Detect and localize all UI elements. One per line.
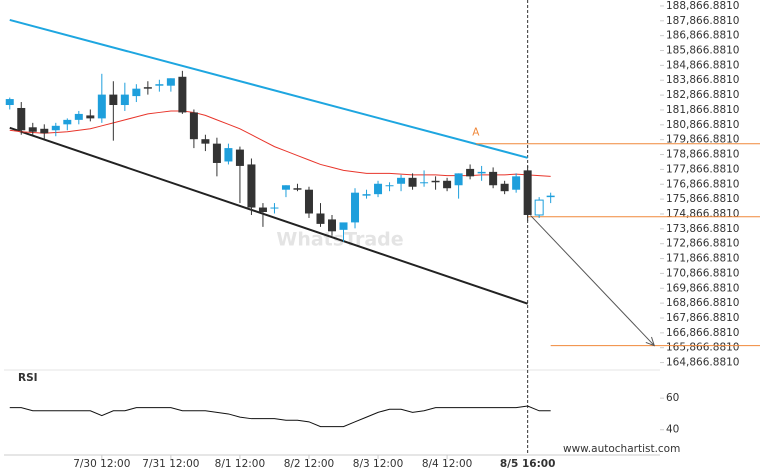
candle-body: [132, 88, 141, 97]
y-tick-label: 167,866.8810: [666, 312, 739, 324]
candle-body: [235, 149, 244, 166]
x-tick-label: 8/1 12:00: [215, 458, 266, 470]
rsi-line: [9, 405, 551, 428]
y-tick-label: 183,866.8810: [666, 74, 739, 86]
candle-body: [374, 183, 383, 195]
candle-body: [362, 194, 371, 196]
candle-body: [166, 78, 175, 86]
candle-body: [51, 125, 60, 131]
rsi-tick-label: 40: [666, 424, 679, 436]
y-tick-label: 181,866.8810: [666, 104, 739, 116]
candle-body: [385, 185, 394, 187]
y-tick-label: 180,866.8810: [666, 119, 739, 131]
candle-body: [201, 139, 210, 144]
y-tick-label: 178,866.8810: [666, 149, 739, 161]
candle-body: [86, 115, 95, 119]
candle-body: [155, 84, 164, 86]
candle-body: [420, 182, 429, 184]
candle-body: [304, 189, 313, 214]
x-tick-label: 8/3 12:00: [353, 458, 404, 470]
lower-trend-line: [9, 126, 528, 305]
candle-body: [477, 171, 486, 174]
x-tick-label: 8/4 12:00: [422, 458, 473, 470]
y-tick-label: 188,866.8810: [666, 0, 739, 12]
forecast-arrow: [530, 215, 655, 346]
candle-body: [431, 180, 440, 183]
candle-body: [109, 94, 118, 106]
y-tick-label: 174,866.8810: [666, 208, 739, 220]
candle-body: [120, 94, 129, 106]
y-tick-label: 170,866.8810: [666, 267, 739, 279]
x-tick-label: 8/5 16:00: [500, 458, 556, 470]
y-tick-label: 169,866.8810: [666, 282, 739, 294]
candle-body: [512, 176, 521, 190]
candle-body: [28, 127, 37, 132]
candle-body: [97, 94, 106, 119]
y-tick-label: 176,866.8810: [666, 178, 739, 190]
y-tick-label: 179,866.8810: [666, 134, 739, 146]
moving-average: [9, 110, 551, 177]
candle-body: [270, 207, 279, 209]
candle-body: [224, 148, 233, 162]
candle-body: [397, 177, 406, 184]
y-tick-label: 177,866.8810: [666, 163, 739, 175]
candle-body: [489, 171, 498, 186]
candle-body: [328, 219, 336, 232]
y-tick-label: 171,866.8810: [666, 253, 739, 265]
rsi-label: RSI: [18, 372, 38, 384]
source: www.autochartist.com: [563, 443, 680, 455]
candle-body: [500, 183, 509, 192]
upper-trend-line: [9, 18, 528, 159]
candle-body: [74, 113, 83, 120]
candle-body: [178, 76, 187, 113]
y-tick-label: 165,866.8810: [666, 342, 739, 354]
candle-body: [351, 192, 360, 223]
y-tick-label: 186,866.8810: [666, 30, 739, 42]
candle-body: [293, 188, 302, 190]
candle-body: [17, 107, 26, 131]
y-tick-label: 172,866.8810: [666, 238, 739, 250]
y-tick-label: 175,866.8810: [666, 193, 739, 205]
y-tick-label: 164,866.8810: [666, 357, 739, 369]
candle-body: [258, 207, 267, 212]
candle-body: [247, 164, 256, 208]
y-tick-label: 184,866.8810: [666, 59, 739, 71]
candle-body: [546, 195, 555, 198]
y-tick-label: 185,866.8810: [666, 45, 739, 57]
y-tick-label: 168,866.8810: [666, 297, 739, 309]
candle-body: [408, 177, 417, 187]
candle-body: [143, 87, 152, 89]
candle-body: [466, 168, 475, 177]
candle-body: [534, 199, 544, 216]
arrow-head: [645, 336, 656, 347]
rsi-tick-label: 60: [666, 392, 679, 404]
candle-body: [63, 119, 72, 125]
candle-body: [443, 180, 452, 189]
candle-body: [5, 99, 14, 106]
x-tick-label: 8/2 12:00: [284, 458, 335, 470]
annotation: A: [472, 126, 480, 138]
y-tick-label: 166,866.8810: [666, 327, 739, 339]
y-tick-label: 182,866.8810: [666, 89, 739, 101]
candle-body: [189, 112, 198, 140]
y-tick-label: 187,866.8810: [666, 15, 739, 27]
candle-body: [339, 222, 348, 230]
candle-body: [316, 213, 325, 224]
candle-body: [40, 128, 49, 134]
y-tick-label: 173,866.8810: [666, 223, 739, 235]
candle-body: [281, 185, 290, 190]
candle-body: [523, 170, 532, 215]
candle-body: [454, 173, 463, 186]
x-tick-label: 7/30 12:00: [73, 458, 130, 470]
x-tick-label: 7/31 12:00: [142, 458, 199, 470]
candle-body: [212, 143, 221, 163]
